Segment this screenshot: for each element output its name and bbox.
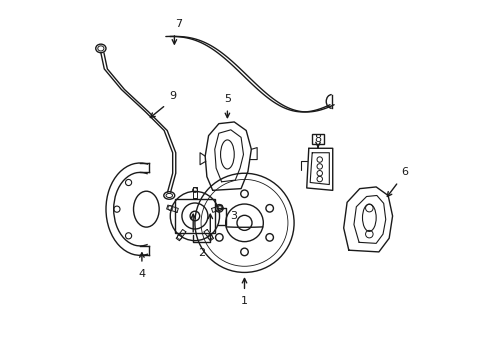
Text: 1: 1: [241, 296, 247, 306]
Text: 5: 5: [224, 94, 230, 104]
Text: 7: 7: [175, 19, 182, 28]
Text: 6: 6: [400, 167, 407, 177]
Bar: [175, 199, 214, 233]
Text: 4: 4: [138, 269, 145, 279]
Text: 9: 9: [169, 91, 176, 102]
Bar: [311, 134, 324, 144]
Text: 3: 3: [230, 211, 237, 221]
Text: 8: 8: [314, 134, 321, 144]
Text: 2: 2: [198, 248, 205, 258]
